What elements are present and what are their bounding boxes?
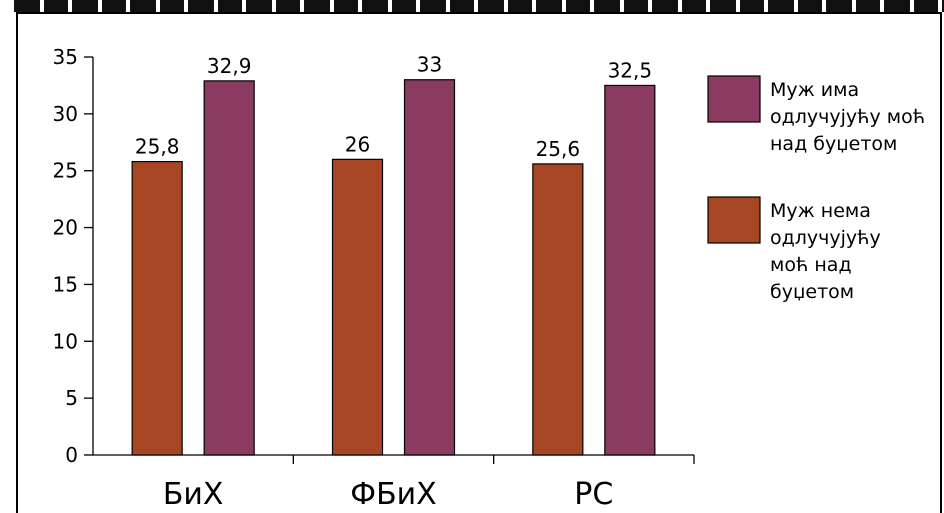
- chart-legend: Муж има одлучујућу моћ над буџетом Муж нема…: [707, 75, 925, 303]
- legend-label: Муж нема: [770, 200, 871, 222]
- chart-frame: 0 5 10 15 20 25 30 35 БиХ ФБиХ РС 25,8 32,9 26 33 25,6…: [16, 12, 942, 513]
- legend-label: одлучујућу: [770, 227, 881, 249]
- data-label: 33: [417, 53, 442, 77]
- data-label: 25,6: [536, 137, 581, 161]
- x-tick-label: ФБиХ: [350, 477, 436, 512]
- data-label: 32,9: [207, 54, 252, 78]
- legend-swatch: [707, 75, 761, 123]
- chart-title-clipped: [14, 0, 944, 12]
- chart-axes: 0 5 10 15 20 25 30 35 БиХ ФБиХ РС: [53, 45, 695, 512]
- x-tick-label: БиХ: [163, 477, 224, 512]
- y-tick-label: 5: [65, 386, 78, 410]
- y-tick-label: 35: [53, 45, 78, 69]
- chart-bars: 25,8 32,9 26 33 25,6 32,5: [131, 53, 656, 456]
- legend-label: буџетом: [770, 281, 854, 303]
- legend-label: одлучујућу моћ: [770, 106, 925, 128]
- legend-label: над буџетом: [770, 133, 897, 155]
- bar: [131, 161, 183, 456]
- y-tick-label: 15: [53, 272, 78, 296]
- data-label: 32,5: [608, 58, 653, 82]
- bar: [331, 158, 384, 456]
- data-label: 25,8: [135, 135, 180, 159]
- y-tick-label: 0: [65, 443, 78, 467]
- y-tick-label: 20: [53, 216, 78, 240]
- bar-chart: 0 5 10 15 20 25 30 35 БиХ ФБиХ РС 25,8 32,9 26 33 25,6…: [53, 45, 926, 512]
- legend-swatch: [707, 196, 761, 244]
- bar: [604, 84, 656, 456]
- x-tick-label: РС: [574, 477, 613, 512]
- bar: [203, 80, 255, 456]
- bar: [532, 163, 584, 456]
- legend-label: Муж има: [770, 79, 859, 101]
- bar: [403, 79, 456, 456]
- data-label: 26: [345, 132, 370, 156]
- y-tick-label: 25: [53, 159, 78, 183]
- y-tick-label: 10: [53, 329, 78, 353]
- legend-label: моћ над: [770, 254, 852, 276]
- y-tick-label: 30: [53, 102, 78, 126]
